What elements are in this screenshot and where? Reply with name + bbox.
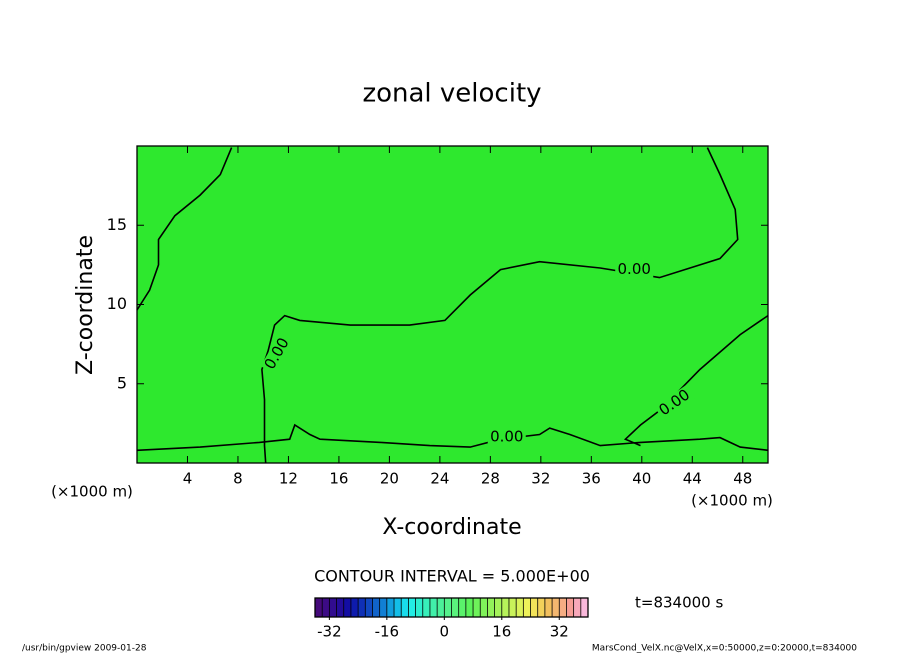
colorbar-stripe: [422, 598, 430, 617]
colorbar-stripe: [508, 598, 517, 617]
x-axis-label: X-coordinate: [382, 515, 521, 540]
contour-line: [136, 423, 769, 452]
colorbar-tick-label: 0: [440, 623, 450, 641]
colorbar-stripe: [523, 598, 531, 617]
x-tick-label: 48: [733, 470, 752, 488]
colorbar-tick-label: 16: [492, 623, 511, 641]
colorbar-frame: [314, 597, 589, 618]
colorbar-stripe: [408, 598, 416, 617]
colorbar-stripe: [501, 598, 509, 617]
x-tick-label: 44: [683, 470, 702, 488]
colorbar-stripe: [365, 598, 373, 617]
colorbar-stripe: [516, 598, 524, 617]
colorbar-stripe: [350, 598, 359, 617]
contour-label: 0.00: [490, 427, 523, 445]
colorbar-stripe: [343, 598, 351, 617]
colorbar-stripe: [465, 598, 474, 617]
colorbar-stripe: [394, 598, 402, 617]
colorbar-stripe: [372, 598, 380, 617]
colorbar-stripe: [379, 598, 387, 617]
colorbar-stripe: [336, 598, 344, 617]
colorbar-tick-label: -16: [375, 623, 400, 641]
colorbar-stripe: [473, 598, 481, 617]
colorbar-stripe: [530, 598, 538, 617]
contour-label-bg: [487, 428, 526, 445]
x-unit-label: (×1000 m): [51, 483, 133, 501]
footer: MarsCond_VelX.nc@VelX,x=0:50000,z=0:2000…: [592, 644, 857, 654]
x-tick-label: 4: [183, 470, 193, 488]
colorbar-stripe: [573, 598, 581, 617]
colorbar-stripe: [480, 598, 488, 617]
y-tick-label: 15: [107, 215, 127, 234]
colorbar-stripe: [566, 598, 574, 617]
x-tick-label: 8: [233, 470, 243, 488]
colorbar-stripe: [322, 598, 330, 617]
x-tick-label: 32: [531, 470, 550, 488]
colorbar-stripe: [401, 598, 409, 617]
colorbar-stripe: [494, 598, 502, 617]
x-tick-label: 40: [632, 470, 651, 488]
colorbar-stripe: [315, 598, 323, 617]
x-tick-label: 24: [430, 470, 449, 488]
contour-label: 0.00: [618, 260, 651, 278]
colorbar-stripe: [559, 598, 567, 617]
colorbar-stripe: [544, 598, 553, 617]
colorbar-stripe: [537, 598, 545, 617]
x-unit-label: (×1000 m): [691, 492, 773, 510]
colorbar-stripe: [444, 598, 452, 617]
colorbar-stripe: [437, 598, 445, 617]
colorbar-stripe: [580, 598, 588, 617]
colorbar-stripe: [487, 598, 495, 617]
contour-label-bg: [260, 333, 294, 375]
colorbar-stripe: [451, 598, 459, 617]
colorbar-stripe: [386, 598, 395, 617]
contour-label-bg: [615, 261, 654, 278]
contour-line: [136, 147, 233, 311]
y-tick-label: 5: [117, 373, 127, 392]
footer: /usr/bin/gpview 2009-01-28: [22, 644, 147, 654]
chart-title: zonal velocity: [362, 79, 541, 109]
field-fill: [137, 146, 768, 463]
colorbar-stripe: [429, 598, 438, 617]
colorbar-stripe: [329, 598, 337, 617]
colorbar-stripe: [552, 598, 560, 617]
colorbar-stripe: [458, 598, 466, 617]
colorbar-tick-label: 32: [550, 623, 569, 641]
contour-label-bg: [654, 385, 695, 421]
x-tick-label: 20: [380, 470, 399, 488]
y-tick-label: 10: [107, 294, 127, 313]
contour-interval: CONTOUR INTERVAL = 5.000E+00: [314, 567, 590, 586]
x-tick-label: 12: [279, 470, 298, 488]
colorbar-stripe: [358, 598, 366, 617]
colorbar-stripe: [415, 598, 423, 617]
x-tick-label: 36: [582, 470, 601, 488]
time-label: t=834000 s: [635, 594, 723, 612]
y-axis-label: Z-coordinate: [73, 235, 98, 375]
colorbar-tick-label: -32: [317, 623, 342, 641]
x-tick-label: 28: [481, 470, 500, 488]
x-tick-label: 16: [329, 470, 348, 488]
